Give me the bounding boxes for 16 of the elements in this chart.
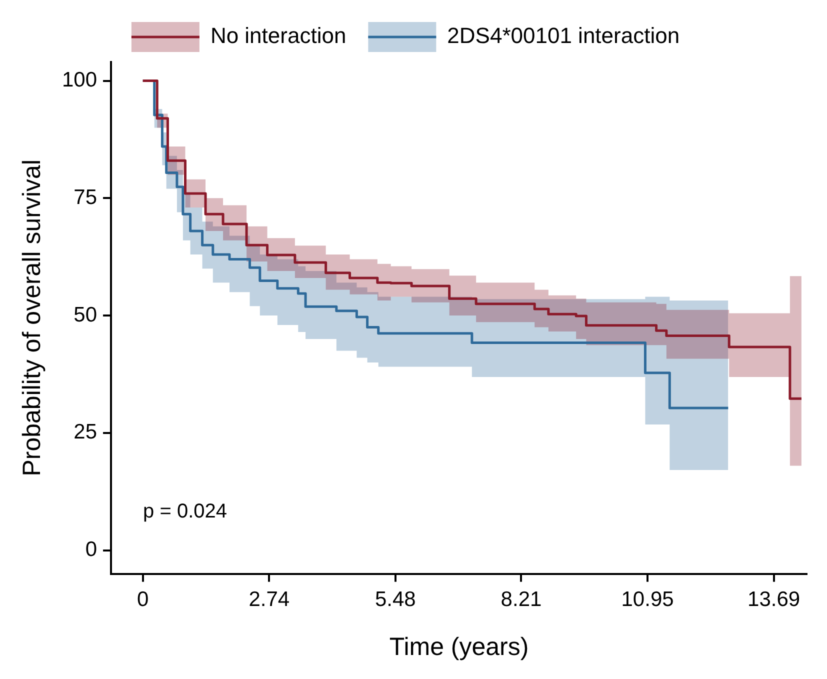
x-tick-label: 13.69	[748, 588, 800, 612]
x-tick-label: 2.74	[248, 588, 290, 612]
x-tick-label: 0	[136, 588, 149, 612]
y-tick-label: 75	[74, 186, 98, 209]
legend-label: No interaction	[210, 23, 346, 48]
x-tick-label: 5.48	[374, 588, 416, 612]
x-axis-title: Time (years)	[389, 632, 529, 661]
y-axis-title: Probability of overall survival	[18, 160, 46, 476]
x-tick-label: 8.21	[500, 588, 542, 612]
annotation: p = 0.024	[143, 500, 228, 522]
y-tick-label: 25	[74, 420, 98, 444]
legend-label: 2DS4*00101 interaction	[447, 23, 680, 48]
x-tick-label: 10.95	[621, 588, 674, 612]
y-tick-label: 100	[62, 68, 98, 92]
y-tick-label: 50	[74, 303, 98, 326]
y-tick-label: 0	[85, 538, 98, 562]
